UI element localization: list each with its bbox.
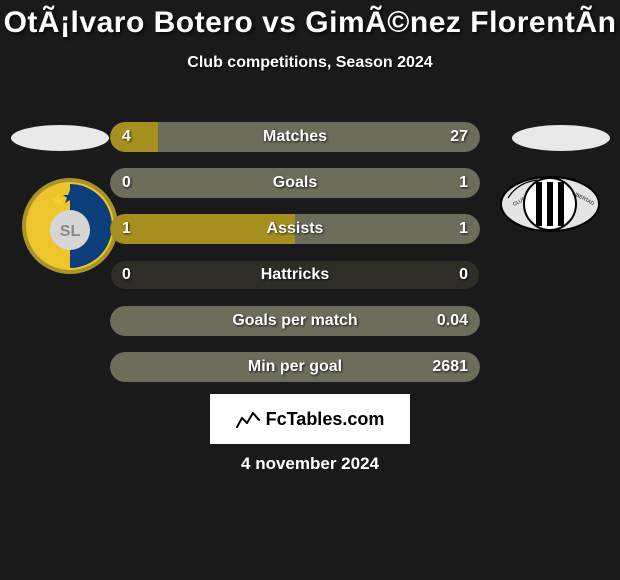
- stat-bar-left-value: 0: [122, 260, 131, 290]
- club-crest-left: SL: [20, 176, 120, 276]
- stat-bar-label: Goals per match: [110, 306, 480, 336]
- stat-bar: Goals0 1: [110, 168, 480, 198]
- fctables-logo[interactable]: FcTables.com: [210, 394, 410, 444]
- stat-bar-right-value: 27: [450, 122, 468, 152]
- club-crest-left-svg: SL: [20, 176, 120, 276]
- club-crest-right: CLUB LIBERTAD: [500, 176, 600, 232]
- club-crest-right-svg: CLUB LIBERTAD: [500, 176, 600, 232]
- stat-bar: Assists1 1: [110, 214, 480, 244]
- stat-bar-right-value: 2681: [432, 352, 468, 382]
- stat-bar-left-value: 1: [122, 214, 131, 244]
- stat-bar-left-value: 0: [122, 168, 131, 198]
- stat-bar-label: Hattricks: [110, 260, 480, 290]
- comparison-card: OtÃ¡lvaro Botero vs GimÃ©nez FlorentÃ­n …: [0, 0, 620, 72]
- stat-bar-label: Matches: [110, 122, 480, 152]
- stat-bar-label: Assists: [110, 214, 480, 244]
- subtitle: Club competitions, Season 2024: [0, 54, 620, 72]
- stat-bar-label: Min per goal: [110, 352, 480, 382]
- stat-bar: Hattricks0 0: [110, 260, 480, 290]
- player-pill-left: [11, 125, 109, 151]
- page-title: OtÃ¡lvaro Botero vs GimÃ©nez FlorentÃ­n: [0, 6, 620, 40]
- stat-bar: Matches4 27: [110, 122, 480, 152]
- svg-text:SL: SL: [60, 223, 81, 240]
- date-label: 4 november 2024: [0, 454, 620, 474]
- player-pill-right: [512, 125, 610, 151]
- fctables-text: FcTables.com: [266, 409, 385, 430]
- stat-bar-label: Goals: [110, 168, 480, 198]
- stat-bar-right-value: 1: [459, 214, 468, 244]
- stat-bar-right-value: 0.04: [437, 306, 468, 336]
- stat-bar-right-value: 1: [459, 168, 468, 198]
- stat-bar: Goals per match0.04: [110, 306, 480, 336]
- stat-bar-left-value: 4: [122, 122, 131, 152]
- stat-bar-right-value: 0: [459, 260, 468, 290]
- stat-bars: Matches427Goals01Assists11Hattricks00Goa…: [110, 122, 480, 398]
- fctables-icon: [236, 410, 260, 428]
- stat-bar: Min per goal2681: [110, 352, 480, 382]
